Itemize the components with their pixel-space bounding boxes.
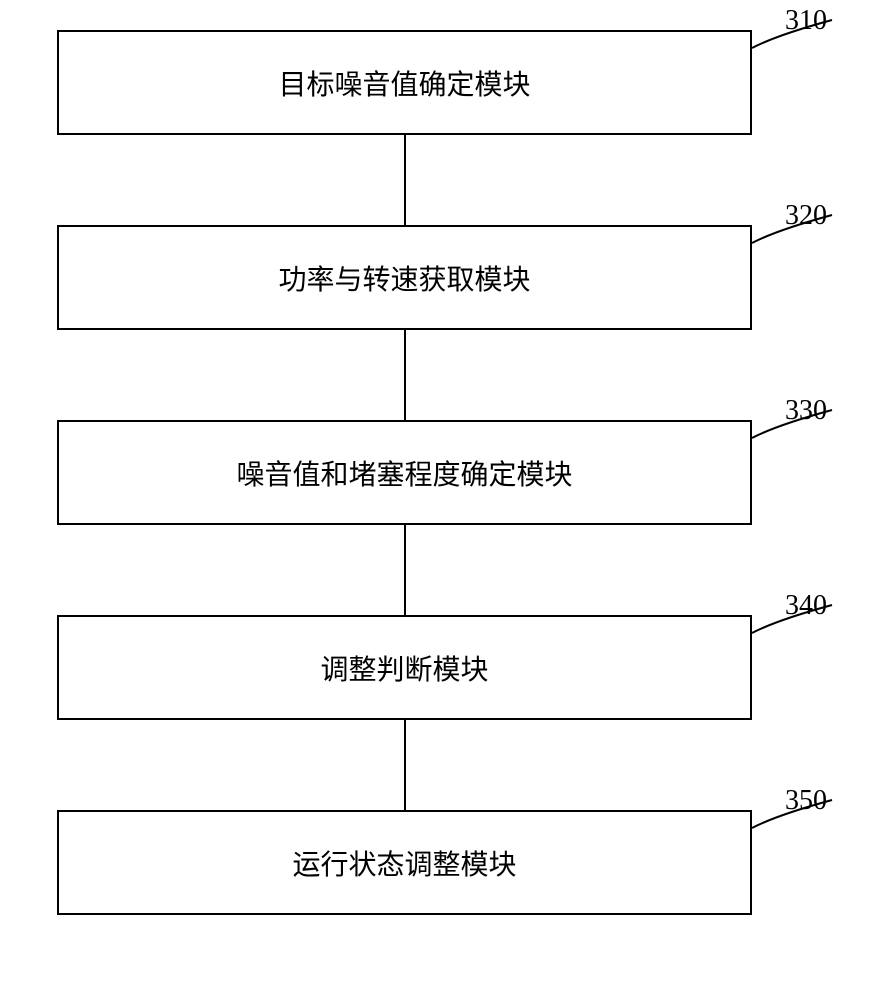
leader-line [0, 390, 885, 545]
leader-line [0, 780, 885, 935]
leader-line [0, 0, 885, 155]
flow-node: 运行状态调整模块350 [0, 810, 885, 915]
leader-line [0, 195, 885, 350]
leader-line [0, 585, 885, 740]
flow-node: 调整判断模块340 [0, 615, 885, 720]
flow-node: 噪音值和堵塞程度确定模块330 [0, 420, 885, 525]
flow-node: 功率与转速获取模块320 [0, 225, 885, 330]
flow-node: 目标噪音值确定模块310 [0, 30, 885, 135]
flowchart-container: 目标噪音值确定模块310 功率与转速获取模块320 噪音值和堵塞程度确定模块330 调… [0, 0, 885, 1000]
